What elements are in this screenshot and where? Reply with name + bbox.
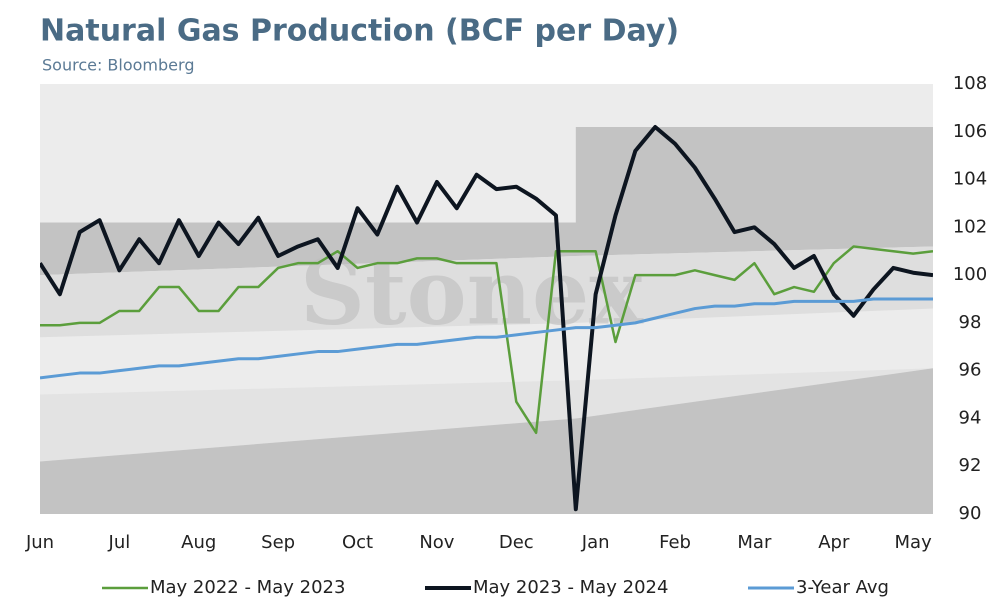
series-line [40,297,933,380]
y-tick-label: 100 [953,264,987,285]
legend-label: May 2022 - May 2023 [150,577,345,598]
range-band [40,368,933,462]
y-tick-label: 108 [953,73,987,94]
y-tick-label: 90 [959,503,982,524]
x-tick-label: Aug [181,532,216,553]
x-tick-label: Jun [25,532,54,553]
chart-subtitle: Source: Bloomberg [42,56,194,75]
y-tick-label: 98 [959,312,982,333]
range-band [40,368,933,514]
range-band [40,127,933,276]
chart-title: Natural Gas Production (BCF per Day) [40,14,679,49]
x-tick-label: Jan [581,532,610,553]
x-tick-label: Oct [342,532,373,553]
y-tick-label: 106 [953,121,987,142]
y-tick-label: 92 [959,455,982,476]
x-tick-label: Jul [108,532,131,553]
range-band [40,246,933,338]
series-line [40,245,933,435]
x-tick-label: Dec [499,532,534,553]
plot: Stonex [40,125,933,514]
series-line [40,125,933,512]
legend-label: 3-Year Avg [796,577,889,598]
y-tick-label: 102 [953,216,987,237]
x-tick-label: Apr [818,532,850,553]
x-tick-label: Sep [261,532,295,553]
x-tick-label: Nov [419,532,454,553]
x-tick-label: Mar [737,532,772,553]
y-tick-label: 104 [953,169,987,190]
y-tick-label: 94 [959,407,982,428]
y-tick-label: 96 [959,360,982,381]
legend-label: May 2023 - May 2024 [473,577,668,598]
x-tick-label: May [895,532,933,553]
x-tick-label: Feb [659,532,691,553]
